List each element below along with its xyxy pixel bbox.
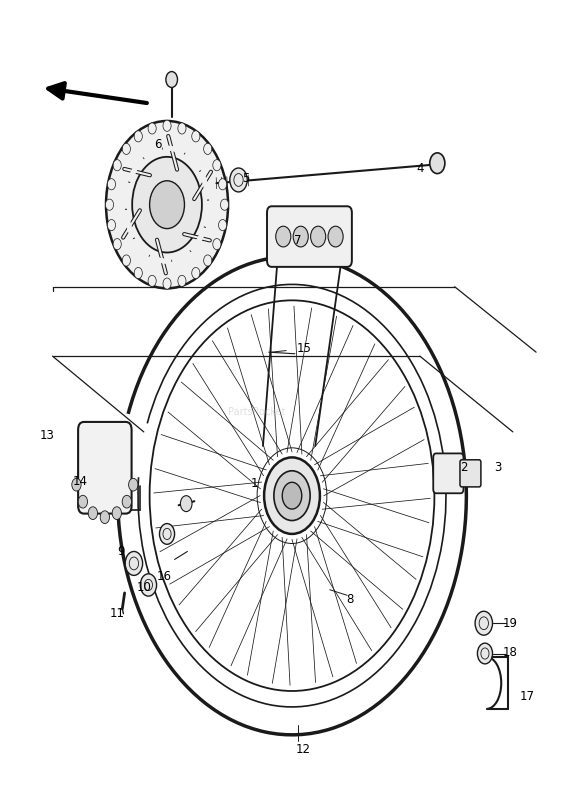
Circle shape (276, 226, 291, 247)
Text: 16: 16 (157, 570, 172, 583)
Circle shape (113, 238, 121, 250)
Circle shape (107, 178, 116, 190)
Text: 12: 12 (296, 742, 311, 756)
Circle shape (192, 130, 200, 142)
Text: 11: 11 (110, 607, 125, 620)
Circle shape (178, 275, 186, 286)
Circle shape (122, 495, 131, 508)
Text: 5: 5 (242, 172, 249, 185)
Circle shape (107, 219, 116, 230)
Circle shape (106, 199, 113, 210)
Text: 2: 2 (460, 462, 467, 474)
Circle shape (293, 226, 308, 247)
Circle shape (180, 496, 192, 512)
Text: 15: 15 (296, 342, 311, 354)
Circle shape (192, 267, 200, 278)
Text: 17: 17 (520, 690, 535, 703)
Text: 7: 7 (294, 234, 301, 247)
Circle shape (78, 495, 88, 508)
Circle shape (477, 643, 492, 664)
Circle shape (288, 236, 298, 249)
Text: 14: 14 (72, 475, 88, 488)
Circle shape (159, 523, 175, 544)
Circle shape (163, 278, 171, 289)
Text: 10: 10 (136, 581, 151, 594)
Circle shape (132, 157, 202, 253)
Circle shape (134, 267, 142, 278)
Circle shape (282, 482, 302, 509)
Circle shape (88, 506, 98, 519)
Text: 13: 13 (39, 430, 54, 442)
Circle shape (204, 143, 212, 154)
Circle shape (148, 123, 156, 134)
Circle shape (430, 153, 445, 174)
Circle shape (218, 178, 227, 190)
Circle shape (230, 168, 247, 192)
Circle shape (163, 120, 171, 131)
Circle shape (122, 255, 130, 266)
FancyBboxPatch shape (267, 206, 352, 267)
Circle shape (112, 506, 121, 519)
Circle shape (166, 71, 178, 87)
Text: PartsRocket: PartsRocket (228, 407, 286, 417)
Circle shape (125, 551, 142, 575)
Circle shape (221, 199, 229, 210)
Circle shape (150, 181, 185, 229)
Circle shape (475, 611, 492, 635)
FancyBboxPatch shape (460, 460, 481, 487)
Circle shape (264, 458, 320, 534)
Circle shape (213, 238, 221, 250)
FancyBboxPatch shape (78, 422, 131, 514)
Circle shape (218, 219, 227, 230)
Circle shape (128, 478, 138, 491)
Circle shape (178, 123, 186, 134)
Circle shape (106, 121, 228, 288)
Circle shape (311, 226, 326, 247)
Circle shape (213, 160, 221, 170)
Circle shape (122, 143, 130, 154)
Circle shape (100, 511, 109, 523)
Circle shape (113, 160, 121, 170)
Circle shape (274, 470, 310, 521)
Circle shape (72, 478, 81, 491)
Circle shape (140, 574, 157, 596)
Text: 18: 18 (502, 646, 517, 659)
Text: 6: 6 (155, 138, 162, 151)
Text: 4: 4 (416, 162, 423, 175)
Text: 9: 9 (117, 545, 124, 558)
Text: 19: 19 (502, 617, 517, 630)
Circle shape (134, 130, 142, 142)
FancyBboxPatch shape (433, 454, 464, 494)
Circle shape (148, 275, 156, 286)
Text: 1: 1 (251, 478, 258, 490)
Circle shape (204, 255, 212, 266)
Circle shape (328, 226, 343, 247)
Text: 8: 8 (346, 593, 354, 606)
Text: 3: 3 (495, 462, 502, 474)
